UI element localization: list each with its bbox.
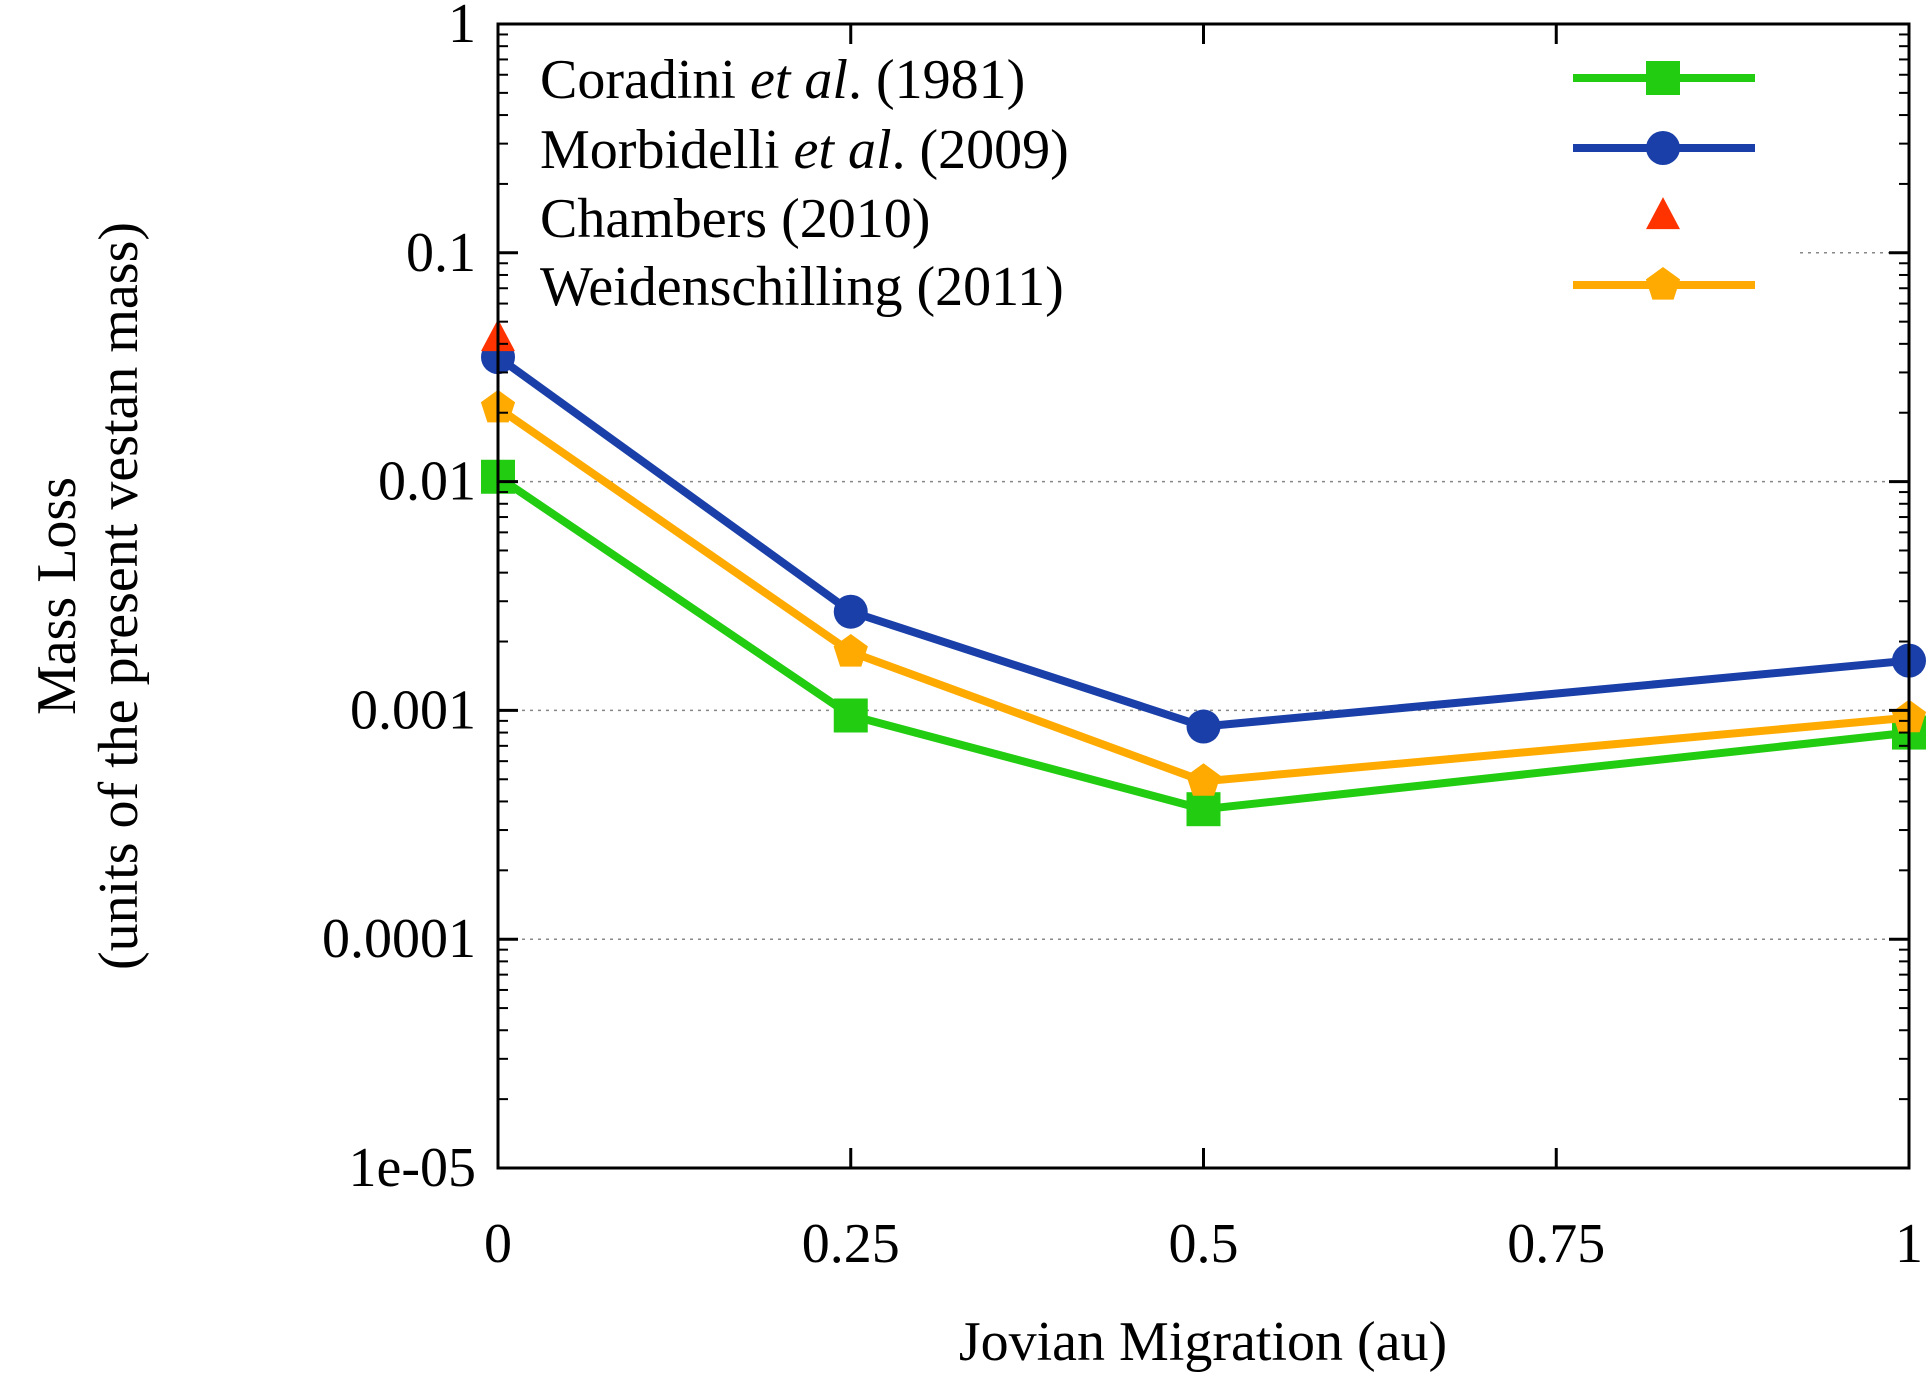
legend-label-part: Weidenschilling (2011) [540, 256, 1064, 318]
legend-item-coradini: Coradini et al. (1981) [540, 49, 1755, 111]
y-tick-label: 1 [448, 0, 476, 55]
series-line-weidenschilling [495, 404, 1910, 786]
data-point-morbidelli [833, 594, 868, 629]
y-tick-label: 0.001 [350, 679, 476, 741]
data-point-coradini [1186, 792, 1221, 827]
series-line-morbidelli [495, 353, 1910, 731]
y-axis-title: Mass Loss (units of the present vestan m… [26, 222, 150, 970]
series-layer [480, 319, 1927, 827]
legend-label-part: . (1981) [848, 49, 1025, 111]
legend-swatch-marker-coradini [1646, 61, 1680, 95]
legend-item-morbidelli: Morbidelli et al. (2009) [540, 119, 1755, 181]
legend-label-part: et al [750, 49, 848, 111]
legend-swatch-marker-chambers [1646, 197, 1680, 230]
series-morbidelli [481, 340, 1926, 744]
legend-label-chambers: Chambers (2010) [540, 188, 930, 250]
legend-label-weidenschilling: Weidenschilling (2011) [540, 256, 1064, 318]
x-tick-label: 0.5 [1169, 1213, 1239, 1275]
legend-label-morbidelli: Morbidelli et al. (2009) [540, 119, 1069, 181]
grid-lines [498, 252, 1909, 940]
data-point-coradini [833, 698, 868, 733]
series-line-coradini [495, 473, 1910, 814]
y-tick-label: 0.0001 [322, 908, 476, 970]
data-point-weidenschilling [833, 634, 868, 667]
legend-label-part: . (2009) [892, 119, 1069, 181]
y-tick-label: 0.1 [406, 222, 476, 284]
y-tick-label: 1e-05 [348, 1137, 476, 1199]
x-tick-label: 0.75 [1507, 1213, 1605, 1275]
data-point-weidenschilling [1186, 763, 1221, 796]
x-tick-label: 0 [484, 1213, 512, 1275]
legend-label-part: Chambers (2010) [540, 188, 930, 250]
axis-ticks: 1 0.1 0.01 0.001 0.0001 1e-050 0.25 0.5 0.75 1 [322, 0, 1923, 1275]
legend-label-part: Coradini [540, 49, 750, 111]
legend-swatch-marker-weidenschilling [1645, 267, 1681, 300]
x-axis-title: Jovian Migration (au) [959, 1311, 1447, 1373]
x-tick-label: 0.25 [802, 1213, 900, 1275]
y-axis-title-line-1: Mass Loss [26, 477, 88, 715]
legend-label-coradini: Coradini et al. (1981) [540, 49, 1025, 111]
legend-label-part: et al [794, 119, 892, 181]
y-axis-title-line-2: (units of the present vestan mass) [88, 222, 150, 970]
legend-label-part: Morbidelli [540, 119, 794, 181]
legend-item-chambers: Chambers (2010) [540, 188, 1680, 250]
legend-item-weidenschilling: Weidenschilling (2011) [540, 256, 1755, 318]
series-weidenschilling [480, 389, 1927, 796]
x-tick-label: 1 [1895, 1213, 1923, 1275]
y-tick-label: 0.01 [378, 451, 476, 513]
legend: Coradini et al. (1981)Morbidelli et al. … [540, 49, 1755, 318]
legend-swatch-marker-morbidelli [1646, 131, 1680, 165]
data-point-morbidelli [1186, 709, 1221, 744]
